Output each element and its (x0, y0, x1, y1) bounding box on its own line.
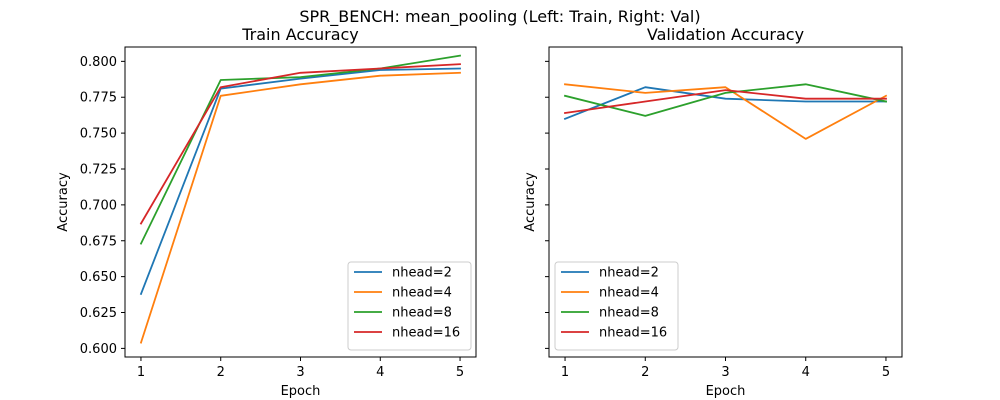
x-tick-label: 2 (641, 365, 649, 380)
series-line-nhead-2 (563, 86, 887, 120)
series-line-nhead-2 (139, 67, 461, 296)
series-line-nhead-8 (139, 54, 462, 245)
chart-title: Validation Accuracy (647, 25, 804, 44)
x-tick-label: 1 (137, 365, 145, 380)
legend-label: nhead=4 (599, 286, 659, 301)
legend-label: nhead=4 (392, 286, 452, 301)
x-axis-label: Epoch (706, 384, 746, 399)
x-tick-label: 4 (376, 365, 384, 380)
legend-label: nhead=8 (599, 306, 659, 321)
series-line-nhead-16 (563, 89, 887, 115)
legend-label: nhead=16 (392, 326, 460, 341)
plot-frame (124, 46, 477, 358)
validation-accuracy-panel: Validation Accuracy 1 2 3 4 5 Epoch Accuracy nhe… (523, 25, 903, 399)
y-tick-label: 0.800 (80, 55, 117, 70)
y-tick-label: 0.750 (80, 127, 117, 142)
x-tick-label: 1 (561, 365, 569, 380)
chart-title: Train Accuracy (241, 25, 359, 44)
y-tick-label: 0.675 (80, 234, 117, 249)
legend: nhead=2 nhead=4 nhead=8 nhead=16 (347, 261, 472, 351)
x-tick-label: 5 (882, 365, 890, 380)
legend-label: nhead=2 (392, 266, 452, 281)
series-line-nhead-16 (139, 63, 461, 225)
series-line-nhead-4 (564, 83, 888, 140)
y-tick-label: 0.725 (80, 162, 117, 177)
x-tick-label: 3 (296, 365, 304, 380)
legend-box (554, 261, 679, 351)
legend-label: nhead=8 (392, 306, 452, 321)
x-tick-label: 4 (802, 365, 810, 380)
legend-label: nhead=2 (599, 266, 659, 281)
plot-frame (548, 46, 903, 358)
legend-label: nhead=16 (599, 326, 667, 341)
y-axis-label: Accuracy (523, 172, 538, 232)
legend-box (347, 261, 472, 351)
legend: nhead=2 nhead=4 nhead=8 nhead=16 (554, 261, 679, 351)
y-tick-label: 0.700 (80, 198, 117, 213)
x-tick-label: 2 (217, 365, 225, 380)
y-axis-label: Accuracy (56, 172, 71, 232)
train-accuracy-panel: Train Accuracy 0.600 0.625 0.650 0.675 0.700 0… (56, 25, 477, 399)
series-line-nhead-4 (139, 71, 461, 344)
y-tick-label: 0.775 (80, 91, 117, 106)
series-line-nhead-8 (563, 83, 888, 117)
x-axis-label: Epoch (281, 384, 321, 399)
y-tick-label: 0.625 (80, 306, 117, 321)
x-tick-label: 3 (721, 365, 729, 380)
y-tick-label: 0.650 (80, 270, 117, 285)
figure-suptitle: SPR_BENCH: mean_pooling (Left: Train, Ri… (299, 7, 700, 27)
x-tick-label: 5 (456, 365, 464, 380)
y-tick-label: 0.600 (80, 342, 117, 357)
